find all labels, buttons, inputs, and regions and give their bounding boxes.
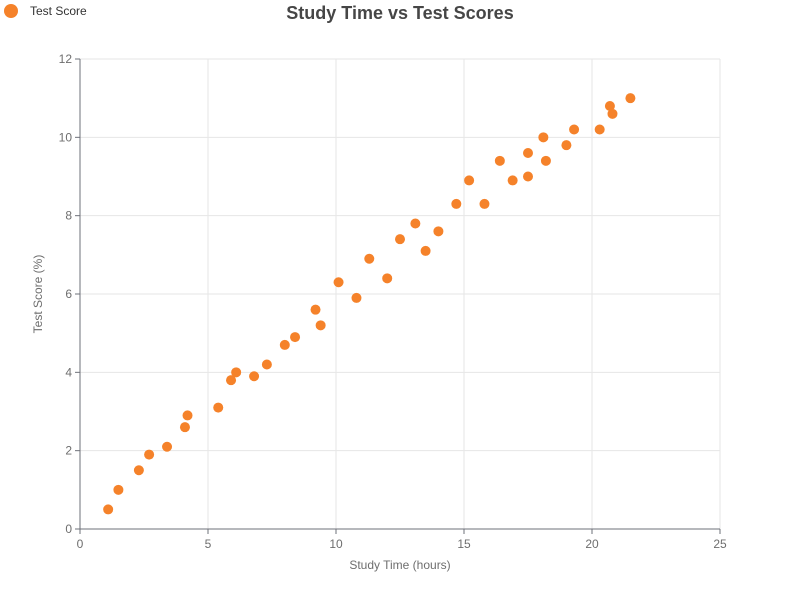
data-point xyxy=(607,108,618,119)
data-point xyxy=(144,449,155,460)
y-axis-title: Test Score (%) xyxy=(31,255,45,334)
data-point xyxy=(410,218,421,229)
data-point xyxy=(382,273,393,284)
data-point xyxy=(315,320,326,331)
data-point xyxy=(604,101,615,111)
data-point xyxy=(261,359,272,370)
data-point xyxy=(523,171,533,182)
x-axis-title: Study Time (hours) xyxy=(349,558,450,572)
data-point xyxy=(523,148,533,158)
legend-label: Test Score xyxy=(30,4,87,18)
data-point xyxy=(310,304,321,315)
x-tick-label: 10 xyxy=(329,537,343,551)
y-tick-label: 4 xyxy=(65,365,72,379)
data-point xyxy=(540,155,551,166)
data-point xyxy=(479,198,490,209)
y-tick-label: 6 xyxy=(65,287,72,301)
y-tick-label: 8 xyxy=(65,209,72,223)
data-point xyxy=(395,234,405,245)
legend-marker-icon xyxy=(4,4,18,18)
data-point xyxy=(433,226,444,237)
data-point xyxy=(594,124,605,135)
data-point xyxy=(226,375,237,386)
data-point xyxy=(103,504,114,515)
data-point xyxy=(364,253,375,264)
x-tick-label: 15 xyxy=(457,537,471,551)
data-point xyxy=(162,441,173,452)
data-point xyxy=(464,175,475,186)
x-tick-label: 0 xyxy=(77,537,84,551)
data-point xyxy=(290,332,301,343)
x-tick-label: 25 xyxy=(713,537,727,551)
data-point xyxy=(231,367,242,378)
data-point xyxy=(333,277,344,288)
data-point xyxy=(507,175,518,186)
data-point xyxy=(113,484,124,495)
data-point xyxy=(494,155,505,166)
data-point xyxy=(569,124,580,135)
data-point xyxy=(538,132,549,143)
data-point xyxy=(182,410,193,421)
data-point xyxy=(420,245,431,256)
y-tick-label: 10 xyxy=(59,130,73,144)
data-point xyxy=(133,465,144,476)
x-tick-label: 20 xyxy=(585,537,599,551)
data-point xyxy=(249,371,260,382)
data-point xyxy=(625,93,636,104)
data-point xyxy=(451,198,462,209)
x-tick-label: 5 xyxy=(205,537,212,551)
data-point xyxy=(179,422,190,433)
data-point xyxy=(561,140,572,151)
y-tick-label: 12 xyxy=(59,52,73,66)
data-point xyxy=(279,339,290,350)
legend[interactable]: Test Score xyxy=(4,3,87,19)
chart-title: Study Time vs Test Scores xyxy=(286,3,514,23)
data-point xyxy=(213,402,224,413)
data-point xyxy=(351,292,362,303)
y-tick-label: 0 xyxy=(65,522,72,536)
y-tick-label: 2 xyxy=(65,444,72,458)
